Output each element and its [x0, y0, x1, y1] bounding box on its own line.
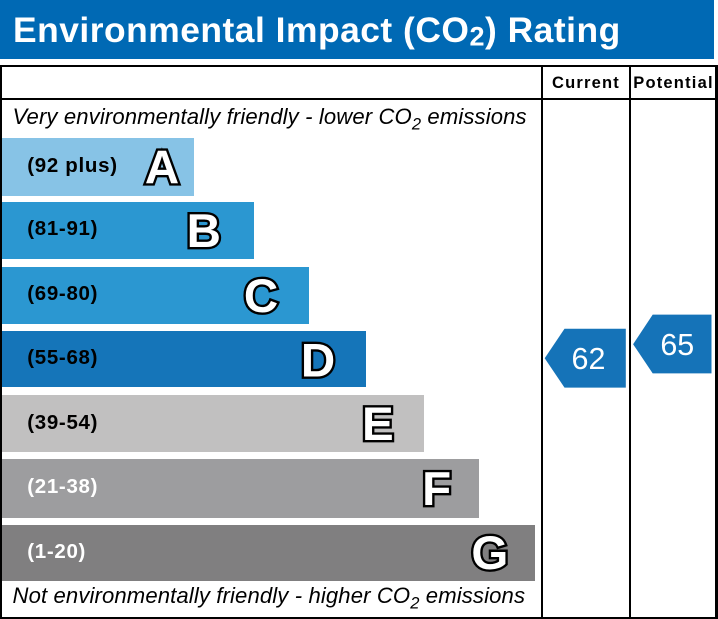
svg-text:E: E — [362, 398, 394, 451]
svg-text:62: 62 — [572, 342, 606, 376]
svg-text:G: G — [471, 527, 508, 580]
svg-text:F: F — [422, 463, 451, 516]
svg-text:C: C — [244, 270, 278, 323]
svg-text:A: A — [145, 141, 179, 194]
svg-text:B: B — [187, 205, 221, 258]
svg-text:D: D — [301, 335, 335, 388]
svg-text:65: 65 — [660, 328, 694, 362]
